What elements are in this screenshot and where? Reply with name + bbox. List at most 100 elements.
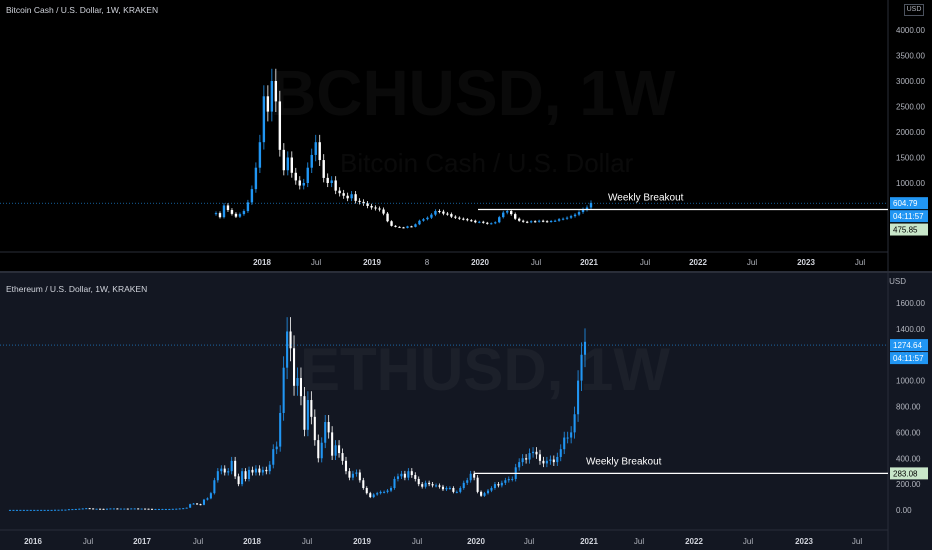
candle-body [119,508,122,510]
candle-body [486,490,490,494]
x-tick-label: Jul [747,258,757,267]
candle-body [282,367,285,413]
candle-body [74,508,77,510]
candle-body [64,509,67,511]
candle-body [493,484,496,489]
y-tick-label: 2500.00 [896,103,925,112]
candle-body [43,509,46,511]
candle-body [92,508,95,510]
candle-body [209,493,212,499]
x-tick-label: 2023 [797,258,815,267]
bch-currency-badge[interactable]: USD [904,4,924,16]
candle-body [573,414,576,433]
candle-body [510,211,513,215]
candle-body [486,222,489,224]
candle-body [178,508,181,510]
candle-body [313,416,316,441]
x-tick-label: Jul [852,537,862,546]
bch-chart-title: Bitcoin Cash / U.S. Dollar, 1W, KRAKEN [6,5,159,15]
candle-body [418,220,421,225]
candle-body [324,422,327,443]
candle-body [275,446,278,450]
candle-body [254,167,258,190]
candle-body [15,509,18,511]
candle-body [407,471,410,478]
candle-body [247,469,251,479]
eth-chart-pane[interactable]: ETHUSD, 1W 1600.001400.001200.001000.008… [0,273,932,550]
candle-body [528,453,531,460]
candle-body [327,422,330,433]
candle-body [213,480,216,494]
candle-body [376,493,379,495]
candle-body [105,508,109,510]
x-tick-label: Jul [311,258,321,267]
candle-body [561,218,565,220]
bch-chart-pane[interactable]: BCHUSD, 1W Bitcoin Cash / U.S. Dollar 40… [0,0,932,272]
candle-body [445,488,448,490]
candle-body [474,220,477,223]
candle-body [431,484,434,486]
candle-body [206,498,209,500]
candle-body [459,488,462,492]
candle-body [366,203,369,206]
candle-body [175,508,178,510]
candle-body [254,468,257,473]
x-tick-label: 8 [425,258,430,267]
candle-body [374,207,377,209]
x-tick-label: Jul [193,537,203,546]
candle-body [518,462,521,468]
candle-body [585,207,589,210]
candle-body [341,453,344,461]
eth-currency-label[interactable]: USD [889,277,906,286]
candle-body [268,464,271,472]
candle-body [514,214,517,219]
pane-divider[interactable] [0,271,932,273]
candle-body [222,205,226,218]
level-price-tag-bg [890,223,928,236]
candle-body [258,142,262,168]
candle-body [185,507,188,509]
bch-watermark-sub: Bitcoin Cash / U.S. Dollar [340,148,633,179]
candle-body [246,202,250,212]
candle-body [226,205,230,211]
candle-body [140,508,143,510]
candle-body [402,227,405,229]
candle-body [563,437,566,450]
candle-body [133,508,136,510]
candle-body [549,220,553,222]
candle-body [483,493,486,496]
candle-body [317,440,320,459]
y-axis-strip [888,273,932,550]
candle-body [331,432,334,456]
candle-body [303,396,306,430]
candle-body [473,473,476,478]
candle-body [390,221,393,226]
candle-body [494,222,497,224]
x-tick-label: 2021 [580,537,598,546]
x-tick-label: Jul [412,537,422,546]
candle-body [482,221,485,223]
candle-body [549,459,552,461]
candle-body [234,213,238,217]
candle-body [310,400,313,417]
countdown-tag: 04:11:57 [893,212,924,221]
breakout-annotation: Weekly Breakout [586,456,662,467]
candle-body [403,473,406,478]
y-tick-label: 1400.00 [896,325,925,334]
candle-body [535,451,538,455]
candle-body [573,214,577,217]
level-price-tag: 283.08 [893,469,918,478]
x-tick-label: 2017 [133,537,151,546]
candle-body [189,504,192,508]
candle-body [462,482,465,489]
candle-body [500,482,503,486]
candle-body [334,180,337,191]
x-tick-label: Jul [634,537,644,546]
last-price-tag-bg [890,197,928,210]
candle-body [227,471,230,473]
x-tick-label: 2020 [467,537,485,546]
candle-body [435,485,438,487]
candle-body [383,491,386,493]
candle-body [569,216,573,218]
candle-body [182,508,185,510]
